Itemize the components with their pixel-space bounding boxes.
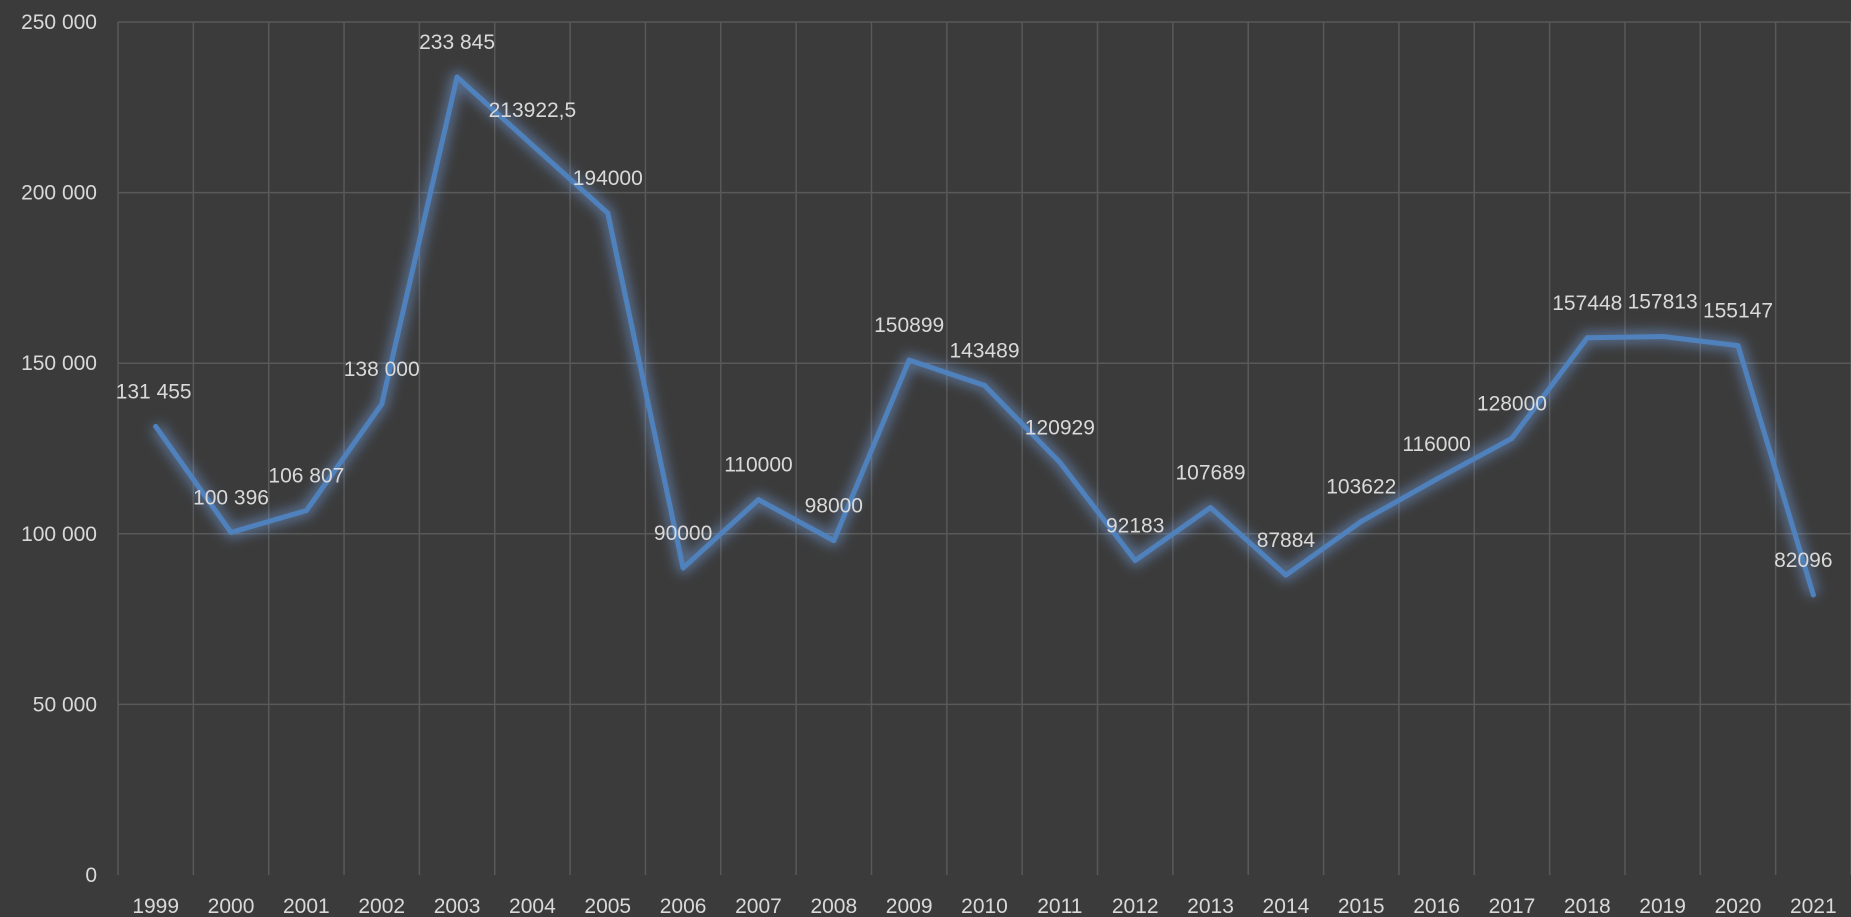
data-point: [1208, 505, 1213, 510]
data-label: 233 845: [419, 31, 495, 54]
data-label: 213922,5: [489, 99, 577, 122]
data-point: [153, 424, 158, 429]
data-point: [982, 383, 987, 388]
x-tick-label: 2003: [434, 895, 481, 917]
data-label: 194000: [573, 167, 643, 190]
x-tick-label: 1999: [132, 895, 179, 917]
data-label: 110000: [724, 454, 793, 477]
data-point: [1359, 519, 1364, 524]
data-point: [831, 538, 836, 543]
x-tick-label: 2014: [1263, 895, 1310, 917]
x-tick-label: 2016: [1413, 895, 1460, 917]
data-label: 128000: [1477, 392, 1547, 415]
y-tick-label: 100 000: [21, 523, 97, 546]
x-tick-label: 2008: [810, 895, 857, 917]
data-label: 103622: [1326, 475, 1396, 498]
x-tick-label: 2013: [1187, 895, 1234, 917]
data-point: [1735, 343, 1740, 348]
series-line: [153, 75, 1816, 598]
data-label: 116000: [1402, 433, 1471, 456]
x-tick-label: 2011: [1037, 895, 1082, 917]
data-point: [1509, 436, 1514, 441]
x-tick-label: 2009: [886, 895, 933, 917]
y-tick-label: 250 000: [21, 11, 97, 34]
data-label: 90000: [654, 522, 712, 545]
y-tick-label: 50 000: [33, 693, 97, 716]
x-tick-label: 2015: [1338, 895, 1385, 917]
data-point: [1434, 477, 1439, 482]
data-label: 92183: [1106, 514, 1164, 537]
data-label: 82096: [1774, 549, 1832, 572]
data-point: [907, 358, 912, 363]
x-tick-label: 2021: [1790, 895, 1837, 917]
x-axis-tick-labels: 1999 2000 2001 2002 2003 2004 2005 2006 2007 2008…: [132, 895, 1836, 917]
data-point: [1660, 334, 1665, 339]
x-tick-label: 2020: [1715, 895, 1762, 917]
data-label: 131 455: [116, 380, 192, 403]
data-label: 157813: [1628, 291, 1698, 314]
data-point: [681, 565, 686, 570]
data-point: [455, 75, 460, 80]
data-label: 87884: [1257, 529, 1316, 552]
data-label: 157448: [1552, 292, 1622, 315]
data-point: [1133, 558, 1138, 563]
x-tick-label: 2012: [1112, 895, 1159, 917]
y-tick-label: 0: [85, 864, 97, 887]
x-tick-label: 2002: [358, 895, 405, 917]
data-label: 120929: [1025, 416, 1095, 439]
series-line-path: [156, 77, 1814, 595]
x-tick-label: 2017: [1489, 895, 1536, 917]
y-tick-label: 150 000: [21, 352, 97, 375]
x-tick-label: 2007: [735, 895, 782, 917]
y-tick-label: 200 000: [21, 182, 97, 205]
data-label: 150899: [874, 314, 944, 337]
data-point: [756, 497, 761, 502]
data-point: [1283, 573, 1288, 578]
data-label: 98000: [805, 495, 863, 518]
data-point: [304, 508, 309, 513]
data-label: 143489: [949, 339, 1019, 362]
data-point: [1811, 592, 1816, 597]
series-line-glow: [156, 77, 1814, 595]
data-point: [605, 211, 610, 216]
x-tick-label: 2019: [1639, 895, 1686, 917]
data-label: 100 396: [193, 486, 269, 509]
data-label: 155147: [1703, 300, 1773, 323]
x-tick-label: 2010: [961, 895, 1008, 917]
x-tick-label: 2004: [509, 895, 556, 917]
data-label: 107689: [1176, 462, 1246, 485]
data-label: 138 000: [344, 358, 420, 381]
x-tick-label: 2001: [283, 895, 330, 917]
data-point: [530, 143, 535, 148]
data-point: [379, 402, 384, 407]
data-point: [1585, 335, 1590, 340]
x-tick-label: 2006: [660, 895, 707, 917]
x-tick-label: 2000: [208, 895, 255, 917]
data-point: [229, 530, 234, 535]
y-axis-tick-labels: 0 50 000 100 000 150 000 200 000 250 000: [21, 11, 97, 887]
data-point: [1057, 460, 1062, 465]
x-tick-label: 2018: [1564, 895, 1611, 917]
data-label: 106 807: [268, 465, 344, 488]
x-tick-label: 2005: [584, 895, 631, 917]
grid: [118, 22, 1851, 875]
